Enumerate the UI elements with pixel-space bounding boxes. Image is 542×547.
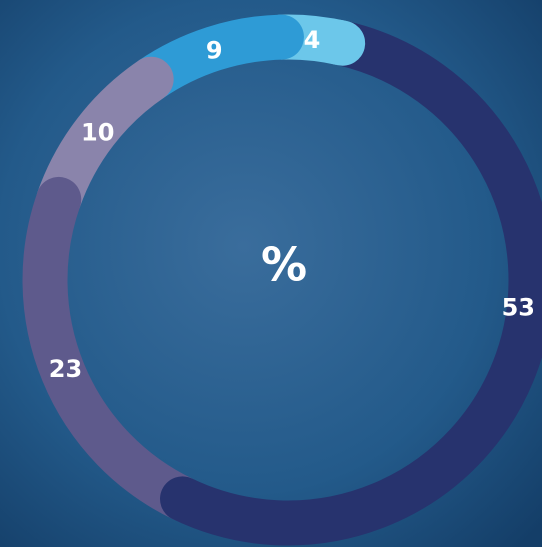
value-label: 9 <box>206 37 223 65</box>
segment-cap <box>316 19 366 66</box>
donut-segment <box>22 176 206 522</box>
donut-segment <box>160 20 542 546</box>
center-label: % <box>261 238 307 292</box>
donut: 53 23 10 9 4 <box>22 14 542 546</box>
value-label: 53 <box>502 293 535 321</box>
value-label: 10 <box>81 119 114 147</box>
value-label: 4 <box>304 26 321 54</box>
value-label: 23 <box>49 355 82 383</box>
